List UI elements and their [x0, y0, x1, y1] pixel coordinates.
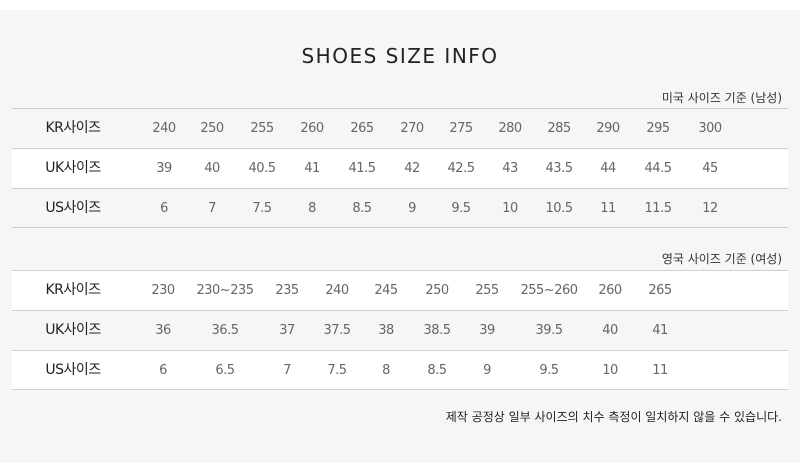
disclaimer-note: 제작 공정상 일부 사이즈의 치수 측정이 일치하지 않을 수 있습니다. — [445, 410, 782, 424]
size-cell: 45 — [702, 161, 718, 176]
size-cell: 250 — [200, 121, 224, 136]
table-row: KR사이즈 240 250 255 260 265 270 275 280 285 290 295 30… — [12, 108, 788, 148]
size-cell: 260 — [300, 121, 324, 136]
size-cell: 230~235 — [196, 283, 254, 298]
size-cell: 39 — [479, 323, 495, 338]
row-label: KR사이즈 — [45, 282, 101, 298]
size-cell: 43.5 — [545, 161, 573, 176]
size-cell: 240 — [152, 121, 176, 136]
size-cell: 9 — [483, 363, 491, 378]
size-cell: 11 — [600, 201, 616, 216]
size-cell: 7.5 — [252, 201, 272, 216]
table-row: KR사이즈 230 230~235 235 240 245 250 255 255~260 260… — [12, 270, 788, 310]
size-cell: 10 — [602, 363, 618, 378]
size-cell: 7 — [208, 201, 216, 216]
size-cell: 40.5 — [248, 161, 276, 176]
men-size-table: KR사이즈 240 250 255 260 265 270 275 280 285 290 295 30… — [12, 108, 788, 228]
size-cell: 9.5 — [451, 201, 471, 216]
size-cell: 255 — [475, 283, 499, 298]
size-cell: 41 — [304, 161, 320, 176]
size-cell: 235 — [275, 283, 299, 298]
size-cell: 7.5 — [327, 363, 347, 378]
row-label: UK사이즈 — [45, 322, 101, 338]
size-cell: 40 — [204, 161, 220, 176]
size-cell: 245 — [374, 283, 398, 298]
size-cell: 8 — [308, 201, 316, 216]
size-info-panel: SHOES SIZE INFO 미국 사이즈 기준 (남성) KR사이즈 240 2… — [0, 10, 800, 463]
row-label: UK사이즈 — [45, 160, 101, 176]
size-cell: 10 — [502, 201, 518, 216]
size-cell: 280 — [498, 121, 522, 136]
size-cell: 9 — [408, 201, 416, 216]
men-table-caption: 미국 사이즈 기준 (남성) — [661, 91, 782, 105]
size-cell: 295 — [646, 121, 670, 136]
size-cell: 8.5 — [352, 201, 372, 216]
size-cell: 255 — [250, 121, 274, 136]
size-cell: 250 — [425, 283, 449, 298]
row-label: US사이즈 — [45, 362, 101, 378]
size-cell: 39 — [156, 161, 172, 176]
size-cell: 36 — [155, 323, 171, 338]
table-row: US사이즈 6 7 7.5 8 8.5 9 9.5 10 10.5 11 11.5 12 — [12, 188, 788, 228]
size-cell: 255~260 — [520, 283, 578, 298]
size-cell: 44 — [600, 161, 616, 176]
size-cell: 300 — [698, 121, 722, 136]
women-table-caption: 영국 사이즈 기준 (여성) — [661, 252, 782, 266]
size-cell: 270 — [400, 121, 424, 136]
size-cell: 36.5 — [211, 323, 239, 338]
size-cell: 38.5 — [423, 323, 451, 338]
size-cell: 44.5 — [644, 161, 672, 176]
size-cell: 8 — [382, 363, 390, 378]
page-title: SHOES SIZE INFO — [301, 44, 499, 68]
women-size-table: KR사이즈 230 230~235 235 240 245 250 255 255~260 260… — [12, 270, 788, 390]
size-cell: 37.5 — [323, 323, 351, 338]
size-cell: 43 — [502, 161, 518, 176]
size-cell: 6 — [160, 201, 168, 216]
table-row: UK사이즈 39 40 40.5 41 41.5 42 42.5 43 43.5 44 44.5 45 — [12, 148, 788, 188]
size-cell: 290 — [596, 121, 620, 136]
size-cell: 285 — [547, 121, 571, 136]
size-cell: 38 — [378, 323, 394, 338]
row-label: KR사이즈 — [45, 120, 101, 136]
size-cell: 7 — [283, 363, 291, 378]
size-cell: 12 — [702, 201, 718, 216]
size-cell: 11.5 — [644, 201, 672, 216]
size-cell: 40 — [602, 323, 618, 338]
size-cell: 41.5 — [348, 161, 376, 176]
size-cell: 42 — [404, 161, 420, 176]
size-cell: 275 — [449, 121, 473, 136]
table-row: UK사이즈 36 36.5 37 37.5 38 38.5 39 39.5 40 41 — [12, 310, 788, 350]
size-cell: 265 — [350, 121, 374, 136]
size-cell: 37 — [279, 323, 295, 338]
size-cell: 230 — [151, 283, 175, 298]
size-cell: 6.5 — [215, 363, 235, 378]
size-cell: 265 — [648, 283, 672, 298]
table-row: US사이즈 6 6.5 7 7.5 8 8.5 9 9.5 10 11 — [12, 350, 788, 390]
size-cell: 39.5 — [535, 323, 563, 338]
size-cell: 8.5 — [427, 363, 447, 378]
size-cell: 6 — [159, 363, 167, 378]
size-cell: 42.5 — [447, 161, 475, 176]
size-cell: 260 — [598, 283, 622, 298]
size-cell: 240 — [325, 283, 349, 298]
size-cell: 9.5 — [539, 363, 559, 378]
size-cell: 11 — [652, 363, 668, 378]
size-cell: 10.5 — [545, 201, 573, 216]
size-cell: 41 — [652, 323, 668, 338]
row-label: US사이즈 — [45, 200, 101, 216]
